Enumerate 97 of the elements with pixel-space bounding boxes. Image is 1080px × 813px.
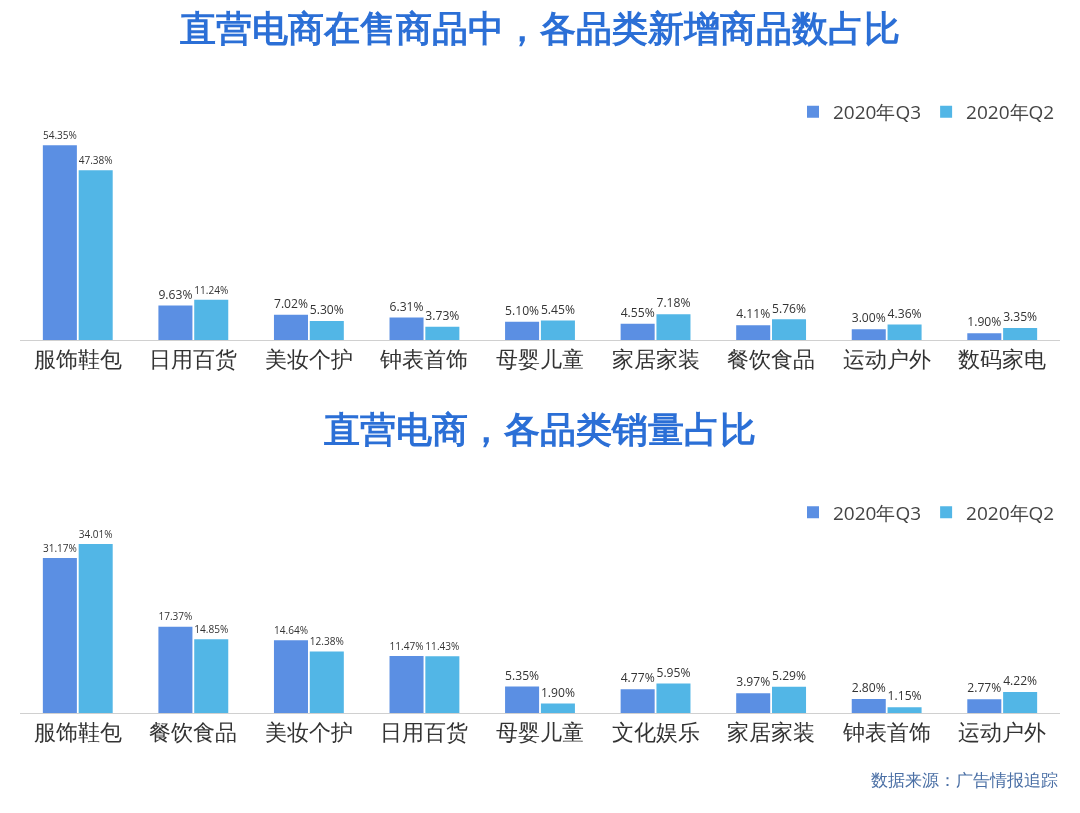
x-tick-label: 母婴儿童 <box>496 716 584 747</box>
legend-label: 2020年Q3 <box>833 499 922 526</box>
legend-label: 2020年Q3 <box>833 99 922 126</box>
bar <box>540 703 575 713</box>
bar <box>389 655 424 713</box>
bar <box>158 305 193 340</box>
bar <box>887 324 922 340</box>
bar <box>42 558 77 713</box>
bar <box>309 651 344 713</box>
bar <box>425 326 460 340</box>
data-label: 5.29% <box>772 666 807 684</box>
data-label: 3.97% <box>736 673 771 691</box>
bar <box>158 626 193 713</box>
bar <box>194 639 229 713</box>
data-label: 7.02% <box>273 295 308 313</box>
x-tick-label: 运动户外 <box>958 716 1047 747</box>
bar <box>656 314 691 340</box>
bar <box>1003 692 1038 713</box>
data-label: 5.76% <box>772 299 807 317</box>
bar <box>309 321 344 340</box>
x-tick-label: 餐饮食品 <box>727 343 816 374</box>
bar <box>967 699 1002 713</box>
data-label: 2.77% <box>967 679 1002 697</box>
data-label: 4.36% <box>887 304 922 322</box>
bar <box>78 170 113 340</box>
bar <box>772 319 807 340</box>
x-tick-label: 钟表首饰 <box>379 343 469 374</box>
data-label: 5.45% <box>540 300 575 318</box>
x-tick-label: 钟表首饰 <box>841 716 931 747</box>
source-note: 数据来源：广告情报追踪 <box>871 768 1058 791</box>
bar <box>78 543 113 713</box>
x-tick-label: 日用百货 <box>149 343 238 374</box>
data-label: 47.38% <box>78 153 113 168</box>
bar <box>273 314 308 340</box>
data-label: 1.90% <box>540 683 575 701</box>
x-tick-label: 家居家装 <box>611 343 700 374</box>
bar <box>736 325 771 340</box>
bar <box>967 333 1002 340</box>
bar <box>273 640 308 713</box>
bar <box>194 299 229 340</box>
bar <box>772 686 807 713</box>
data-label: 5.35% <box>505 666 540 684</box>
bar <box>425 656 460 713</box>
bar <box>505 321 540 340</box>
x-tick-label: 美妆个护 <box>264 343 353 374</box>
data-label: 14.64% <box>273 623 308 638</box>
bar <box>1003 328 1038 340</box>
data-label: 4.11% <box>736 305 771 323</box>
data-label: 6.31% <box>389 297 424 315</box>
legend-label: 2020年Q2 <box>966 499 1055 526</box>
x-tick-label: 美妆个护 <box>264 716 353 747</box>
data-label: 14.85% <box>194 621 229 636</box>
x-tick-label: 服饰鞋包 <box>33 716 122 747</box>
data-label: 31.17% <box>42 540 77 555</box>
data-label: 1.90% <box>967 313 1002 331</box>
x-tick-label: 文化娱乐 <box>611 716 700 747</box>
x-tick-label: 家居家装 <box>727 716 816 747</box>
chart-title: 直营电商，各品类销量占比 <box>323 408 756 450</box>
x-tick-label: 数码家电 <box>958 343 1047 374</box>
data-label: 4.77% <box>620 669 655 687</box>
bar <box>851 329 886 340</box>
bar <box>505 686 540 713</box>
legend-label: 2020年Q2 <box>966 99 1055 126</box>
data-label: 11.47% <box>389 638 424 653</box>
data-label: 2.80% <box>851 679 886 697</box>
bar <box>656 683 691 713</box>
data-label: 7.18% <box>656 294 691 312</box>
bar <box>389 317 424 340</box>
data-label: 3.73% <box>425 306 460 324</box>
data-label: 3.00% <box>851 309 886 327</box>
data-label: 4.55% <box>620 303 655 321</box>
bar <box>887 707 922 713</box>
data-label: 34.01% <box>78 526 113 541</box>
bar <box>736 693 771 713</box>
data-label: 54.35% <box>42 128 77 143</box>
data-label: 17.37% <box>158 609 193 624</box>
x-tick-label: 运动户外 <box>842 343 931 374</box>
x-tick-label: 服饰鞋包 <box>33 343 122 374</box>
data-label: 11.24% <box>194 282 229 297</box>
bar <box>540 320 575 340</box>
data-label: 12.38% <box>309 634 344 649</box>
data-label: 5.10% <box>505 301 540 319</box>
data-label: 3.35% <box>1003 308 1038 326</box>
x-tick-label: 母婴儿童 <box>496 343 584 374</box>
x-tick-label: 日用百货 <box>380 716 469 747</box>
data-label: 9.63% <box>158 285 193 303</box>
data-label: 11.43% <box>425 638 460 653</box>
data-label: 5.95% <box>656 663 691 681</box>
x-tick-label: 餐饮食品 <box>149 716 238 747</box>
data-label: 4.22% <box>1003 672 1038 690</box>
bar <box>620 323 655 340</box>
bar <box>851 699 886 713</box>
bar <box>620 689 655 713</box>
data-label: 5.30% <box>309 301 344 319</box>
chart-title: 直营电商在售商品中，各品类新增商品数占比 <box>179 8 900 50</box>
bar <box>42 145 77 340</box>
data-label: 1.15% <box>887 687 922 705</box>
